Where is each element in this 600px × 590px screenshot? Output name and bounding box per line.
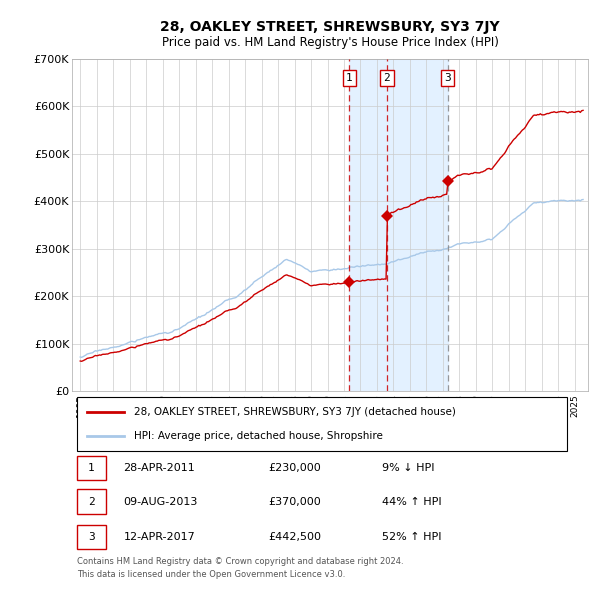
Text: 09-AUG-2013: 09-AUG-2013 [124,497,198,507]
Text: This data is licensed under the Open Government Licence v3.0.: This data is licensed under the Open Gov… [77,570,346,579]
Text: 28, OAKLEY STREET, SHREWSBURY, SY3 7JY (detached house): 28, OAKLEY STREET, SHREWSBURY, SY3 7JY (… [134,407,456,417]
Text: 12-APR-2017: 12-APR-2017 [124,532,196,542]
Text: 28-APR-2011: 28-APR-2011 [124,463,196,473]
FancyBboxPatch shape [77,397,568,451]
Text: 1: 1 [346,73,353,83]
Text: £370,000: £370,000 [268,497,321,507]
Text: 3: 3 [88,532,95,542]
Text: 3: 3 [444,73,451,83]
Bar [349,59,448,391]
Text: 28, OAKLEY STREET, SHREWSBURY, SY3 7JY: 28, OAKLEY STREET, SHREWSBURY, SY3 7JY [160,19,500,34]
Text: 9% ↓ HPI: 9% ↓ HPI [382,463,434,473]
Text: 2: 2 [88,497,95,507]
Text: 52% ↑ HPI: 52% ↑ HPI [382,532,441,542]
Text: 1: 1 [88,463,95,473]
Text: £230,000: £230,000 [268,463,321,473]
Text: Price paid vs. HM Land Registry's House Price Index (HPI): Price paid vs. HM Land Registry's House … [161,36,499,49]
Text: 44% ↑ HPI: 44% ↑ HPI [382,497,441,507]
FancyBboxPatch shape [77,525,106,549]
Text: £442,500: £442,500 [268,532,321,542]
Text: 2: 2 [383,73,390,83]
Text: Contains HM Land Registry data © Crown copyright and database right 2024.: Contains HM Land Registry data © Crown c… [77,557,404,566]
FancyBboxPatch shape [77,490,106,514]
Text: HPI: Average price, detached house, Shropshire: HPI: Average price, detached house, Shro… [134,431,383,441]
FancyBboxPatch shape [77,455,106,480]
